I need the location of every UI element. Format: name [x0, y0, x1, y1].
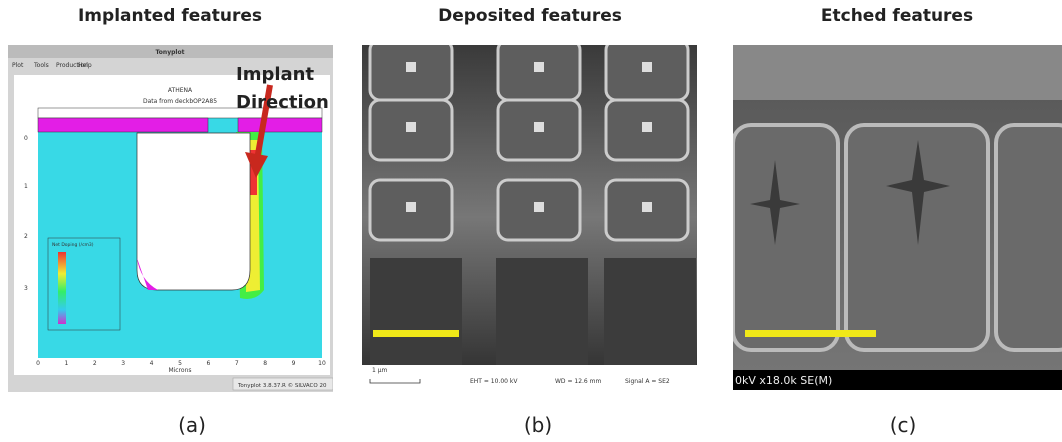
cell-mark [642, 122, 652, 132]
cell-mark [534, 202, 544, 212]
annotation: Direction [236, 92, 329, 113]
menu-item: Tools [33, 62, 49, 69]
panel-title: Implanted features [78, 6, 262, 26]
cell-mark [406, 62, 416, 72]
cell-mark [406, 122, 416, 132]
panel-title: Deposited features [438, 6, 622, 26]
cell-mark [534, 62, 544, 72]
scale-label: 1 µm [372, 367, 388, 374]
y-tick-label: 0 [24, 135, 28, 142]
y-tick-label: 2 [24, 233, 28, 240]
menu-item: Help [78, 62, 92, 69]
x-tick-label: 8 [263, 360, 267, 367]
x-tick-label: 9 [292, 360, 296, 367]
panel-caption: (b) [524, 413, 552, 437]
x-tick-label: 3 [121, 360, 125, 367]
page: {"panels": [ {"title": "Implanted featur… [0, 0, 1062, 442]
sem-info: Signal A = SE2 [625, 378, 670, 385]
plot-title: ATHENA [168, 87, 193, 94]
pillar [604, 258, 696, 368]
pillar [370, 258, 462, 368]
x-tick-label: 6 [206, 360, 210, 367]
status-bar: Tonyplot 3.8.37.R © SILVACO 20 [237, 382, 327, 389]
legend-title: Net Doping (/cm3) [52, 242, 94, 248]
x-tick-label: 0 [36, 360, 40, 367]
pillar [496, 258, 588, 368]
x-tick-label: 4 [150, 360, 154, 367]
annotation: Implant [236, 64, 314, 85]
x-tick-label: 2 [93, 360, 97, 367]
plot-subtitle: Data from deckbOP2A85 [143, 98, 217, 105]
panel-caption: (a) [178, 413, 206, 437]
panel-c: 0kV x18.0k SE(M) [733, 45, 1062, 390]
sem-info: 0kV x18.0k SE(M) [735, 374, 832, 387]
cell-mark [642, 62, 652, 72]
x-tick-label: 1 [64, 360, 68, 367]
panel-title: Etched features [821, 6, 973, 26]
cell-mark [642, 202, 652, 212]
sem-info: EHT = 10.00 kV [470, 378, 518, 385]
window-title: Tonyplot [156, 49, 185, 56]
cell-mark [406, 202, 416, 212]
menu-item: Plot [12, 62, 24, 69]
figure: Implanted features Deposited features Et… [0, 0, 1062, 442]
x-tick-label: 10 [318, 360, 326, 367]
cell-mark [534, 122, 544, 132]
x-tick-label: 5 [178, 360, 182, 367]
x-label: Microns [168, 367, 191, 374]
x-tick-label: 7 [235, 360, 239, 367]
y-tick-label: 3 [24, 285, 28, 292]
panel-caption: (c) [890, 413, 917, 437]
sem-info: WD = 12.6 mm [555, 378, 602, 385]
panel-b: 1 µm EHT = 10.00 kV WD = 12.6 mm Signal A … [362, 40, 697, 390]
y-tick-label: 1 [24, 183, 28, 190]
